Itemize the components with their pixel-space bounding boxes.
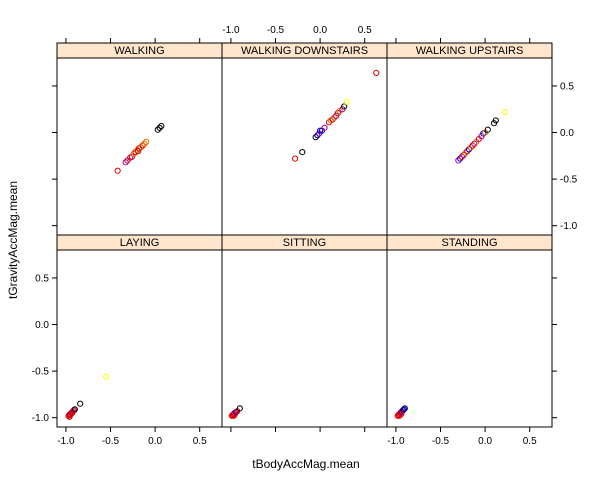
- x-tick-label-bottom-0-0: -1.0: [57, 436, 75, 447]
- panel-walking-upstairs: WALKING UPSTAIRS: [386, 42, 553, 236]
- point-walking-downstairs-13: [334, 109, 342, 117]
- point-walking-upstairs-8: [469, 142, 476, 149]
- plot-frame-standing: [386, 249, 553, 428]
- panel-walking: WALKING: [56, 42, 223, 236]
- x-tick-label-top-1: -0.5: [267, 25, 285, 36]
- panel-standing: STANDING: [386, 234, 553, 428]
- plot-frame-walking-downstairs: [221, 57, 388, 236]
- point-walking-downstairs-0: [292, 155, 299, 162]
- x-tick-label-bottom-2-2: 0.0: [478, 436, 492, 447]
- y-tick-label-left-1: -0.5: [32, 367, 50, 378]
- point-walking-downstairs-7: [321, 124, 328, 131]
- point-walking-6: [132, 148, 139, 156]
- x-tick-label-bottom-0-1: -0.5: [102, 436, 120, 447]
- point-walking-0: [114, 167, 121, 174]
- panels-layer: LAYING SITTING STANDING WALKING WALKING DOWN…: [32, 25, 578, 447]
- panel-walking-downstairs: WALKING DOWNSTAIRS: [221, 42, 388, 236]
- point-walking-downstairs-16: [341, 103, 348, 110]
- point-sitting-7: [233, 408, 240, 416]
- point-walking-downstairs-1: [299, 148, 306, 156]
- x-tick-label-top-3: 0.5: [358, 25, 372, 36]
- point-laying-8: [67, 411, 74, 418]
- point-walking-upstairs-5: [464, 148, 471, 155]
- y-tick-label-right-2: 0.0: [560, 128, 574, 139]
- point-walking-1: [122, 159, 129, 166]
- point-walking-upstairs-15: [484, 126, 491, 133]
- point-walking-downstairs-17: [343, 98, 350, 105]
- point-walking-16: [158, 122, 165, 130]
- x-tick-label-top-0: -1.0: [222, 25, 240, 36]
- point-walking-downstairs-5: [317, 127, 324, 134]
- point-walking-5: [130, 150, 137, 158]
- point-laying-10: [71, 406, 78, 413]
- point-laying-12: [102, 373, 110, 380]
- point-standing-7: [400, 406, 408, 413]
- plot-frame-sitting: [221, 249, 388, 428]
- point-walking-14: [154, 126, 161, 133]
- point-walking-upstairs-6: [465, 146, 473, 153]
- x-tick-label-bottom-0-3: 0.5: [193, 436, 207, 447]
- point-walking-upstairs-7: [467, 144, 474, 151]
- plot-frame-walking-upstairs: [386, 57, 553, 236]
- x-tick-label-bottom-0-2: 0.0: [148, 436, 162, 447]
- x-tick-label-bottom-2-1: -0.5: [432, 436, 450, 447]
- x-tick-label-top-2: 0.0: [313, 25, 327, 36]
- point-walking-upstairs-1: [457, 155, 464, 162]
- plot-frame-laying: [56, 249, 223, 428]
- point-walking-12: [143, 138, 150, 145]
- point-standing-8: [396, 412, 403, 419]
- point-walking-upstairs-17: [492, 117, 499, 124]
- y-tick-label-right-1: -0.5: [560, 175, 578, 186]
- y-tick-label-right-3: 0.5: [560, 81, 574, 92]
- panel-sitting: SITTING: [221, 234, 388, 428]
- point-walking-downstairs-18: [373, 69, 380, 77]
- strip-label-walking: WALKING: [114, 45, 164, 57]
- y-tick-label-left-3: 0.5: [35, 273, 49, 284]
- x-axis-title: tBodyAccMag.mean: [252, 457, 359, 471]
- point-walking-upstairs-3: [460, 151, 467, 158]
- point-walking-upstairs-0: [455, 157, 462, 164]
- point-standing-6: [399, 407, 407, 414]
- strip-label-walking-upstairs: WALKING UPSTAIRS: [416, 45, 524, 57]
- x-tick-label-bottom-2-0: -1.0: [387, 436, 405, 447]
- x-tick-label-bottom-2-3: 0.5: [523, 436, 537, 447]
- strip-label-laying: LAYING: [120, 237, 160, 249]
- y-tick-label-left-0: -1.0: [32, 413, 50, 424]
- strip-label-walking-downstairs: WALKING DOWNSTAIRS: [241, 45, 368, 57]
- point-walking-downstairs-10: [329, 116, 336, 123]
- point-sitting-9: [236, 405, 243, 412]
- strip-label-sitting: SITTING: [283, 237, 326, 249]
- panel-laying: LAYING: [56, 234, 223, 428]
- point-walking-upstairs-9: [471, 140, 478, 147]
- point-standing-10: [401, 405, 408, 412]
- point-walking-15: [156, 124, 163, 131]
- point-walking-upstairs-4: [462, 149, 469, 157]
- point-walking-11: [141, 140, 148, 147]
- point-walking-downstairs-11: [331, 114, 338, 121]
- point-walking-10: [139, 142, 146, 149]
- point-walking-downstairs-2: [312, 134, 319, 141]
- point-standing-9: [398, 410, 405, 418]
- point-walking-upstairs-2: [458, 153, 466, 160]
- point-walking-downstairs-3: [314, 132, 321, 139]
- point-walking-upstairs-18: [501, 108, 508, 116]
- y-tick-label-right-0: -1.0: [560, 221, 578, 232]
- point-walking-13: [135, 148, 142, 155]
- y-tick-label-left-2: 0.0: [35, 320, 49, 331]
- point-laying-11: [77, 400, 84, 407]
- y-axis-title: tGravityAccMag.mean: [6, 181, 20, 299]
- strip-label-standing: STANDING: [441, 237, 497, 249]
- plot-frame-walking: [56, 57, 223, 236]
